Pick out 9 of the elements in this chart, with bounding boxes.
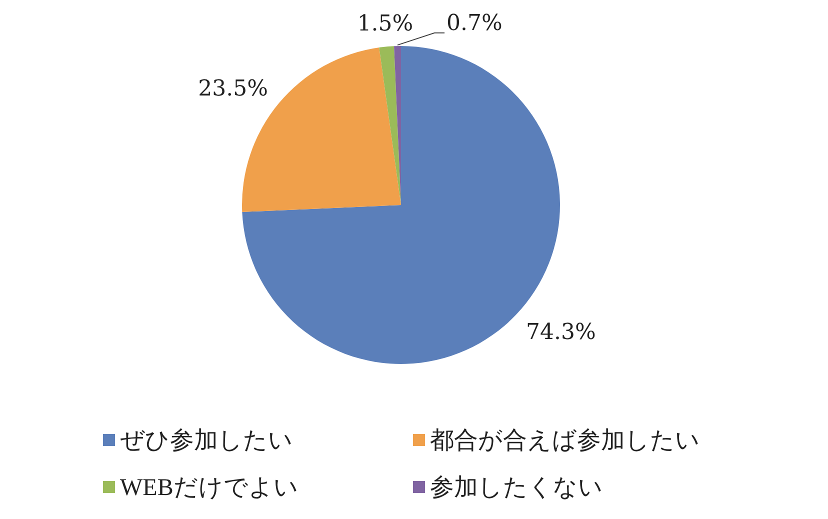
legend-label: WEBだけでよい bbox=[120, 475, 298, 501]
data-label: 0.7% bbox=[446, 10, 502, 36]
data-label: 74.3% bbox=[526, 320, 596, 346]
pie-slice bbox=[379, 46, 401, 205]
legend-label: ぜひ参加したい bbox=[120, 428, 293, 454]
legend-label: 参加したくない bbox=[430, 475, 603, 501]
data-label: 23.5% bbox=[198, 76, 268, 102]
legend-label: 都合が合えば参加したい bbox=[430, 428, 700, 454]
data-label: 1.5% bbox=[357, 12, 414, 37]
